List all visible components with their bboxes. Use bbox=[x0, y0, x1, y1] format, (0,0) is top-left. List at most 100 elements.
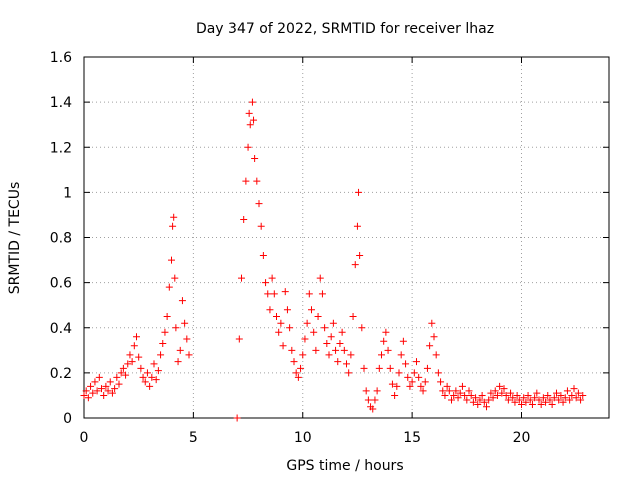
data-point bbox=[461, 391, 469, 399]
data-point bbox=[522, 398, 530, 406]
data-point bbox=[452, 387, 460, 395]
data-point bbox=[233, 414, 241, 422]
data-point bbox=[327, 333, 335, 341]
x-tick-label: 20 bbox=[513, 430, 531, 446]
data-point bbox=[273, 312, 280, 320]
data-point bbox=[384, 346, 392, 354]
data-point bbox=[531, 394, 539, 402]
data-point bbox=[347, 351, 355, 359]
data-point bbox=[270, 290, 278, 298]
data-point bbox=[491, 387, 499, 395]
data-points bbox=[80, 98, 587, 422]
data-point bbox=[128, 358, 136, 366]
data-point bbox=[248, 98, 256, 106]
data-point bbox=[262, 279, 270, 287]
data-point bbox=[467, 391, 475, 399]
data-point bbox=[353, 222, 361, 230]
data-point bbox=[266, 306, 274, 314]
data-point bbox=[238, 274, 245, 282]
data-point bbox=[487, 389, 495, 397]
data-point bbox=[91, 378, 99, 386]
data-point bbox=[426, 342, 434, 350]
data-point bbox=[528, 400, 536, 408]
data-point bbox=[133, 333, 140, 341]
data-point bbox=[259, 252, 267, 260]
data-point bbox=[294, 373, 302, 381]
data-point bbox=[340, 346, 348, 354]
data-point bbox=[397, 351, 405, 359]
data-point bbox=[463, 396, 471, 404]
data-point bbox=[275, 328, 283, 336]
data-point bbox=[371, 396, 379, 404]
data-point bbox=[393, 382, 401, 390]
data-point bbox=[360, 364, 368, 372]
x-axis-ticks: 0 5 10 15 20 bbox=[80, 57, 531, 446]
data-point bbox=[423, 364, 431, 372]
data-point bbox=[557, 391, 565, 399]
data-point bbox=[183, 335, 191, 343]
y-tick-label: 1.6 bbox=[50, 50, 72, 66]
data-point bbox=[93, 387, 101, 395]
data-point bbox=[126, 351, 134, 359]
data-point bbox=[157, 351, 165, 359]
data-point bbox=[533, 389, 541, 397]
data-point bbox=[172, 324, 180, 332]
data-point bbox=[410, 369, 418, 377]
data-point bbox=[408, 378, 416, 386]
data-point bbox=[251, 155, 259, 163]
y-tick-label: 0.4 bbox=[50, 321, 72, 337]
data-point bbox=[476, 396, 484, 404]
data-point bbox=[382, 328, 390, 336]
data-point bbox=[364, 396, 372, 404]
data-point bbox=[448, 396, 455, 404]
chart-title: Day 347 of 2022, SRMTID for receiver lha… bbox=[196, 21, 494, 37]
data-point bbox=[375, 364, 383, 372]
data-point bbox=[518, 400, 525, 408]
data-point bbox=[537, 400, 545, 408]
x-axis-label: GPS time / hours bbox=[286, 458, 403, 474]
data-point bbox=[98, 385, 105, 393]
y-tick-label: 0 bbox=[63, 411, 72, 427]
data-point bbox=[437, 378, 445, 386]
data-point bbox=[288, 346, 296, 354]
data-point bbox=[240, 215, 248, 223]
data-point bbox=[235, 335, 243, 343]
data-point bbox=[498, 389, 506, 397]
data-point bbox=[100, 391, 108, 399]
data-point bbox=[159, 340, 167, 348]
data-point bbox=[432, 351, 440, 359]
data-point bbox=[154, 367, 162, 375]
data-point bbox=[428, 319, 436, 327]
data-point bbox=[310, 328, 318, 336]
data-point bbox=[507, 389, 515, 397]
data-point bbox=[174, 358, 182, 366]
data-point bbox=[87, 382, 95, 390]
data-point bbox=[312, 346, 320, 354]
data-point bbox=[119, 364, 127, 372]
data-point bbox=[391, 391, 399, 399]
data-point bbox=[443, 382, 451, 390]
y-tick-label: 0.8 bbox=[50, 231, 72, 247]
data-point bbox=[566, 396, 574, 404]
data-point bbox=[124, 360, 132, 368]
data-point bbox=[332, 346, 340, 354]
data-point bbox=[369, 405, 377, 413]
data-point bbox=[329, 319, 337, 327]
data-point bbox=[472, 394, 480, 402]
data-point bbox=[413, 358, 420, 366]
data-point bbox=[504, 396, 512, 404]
data-point bbox=[483, 403, 490, 411]
data-point bbox=[163, 312, 171, 320]
data-point bbox=[458, 382, 466, 390]
data-point bbox=[559, 398, 567, 406]
data-point bbox=[301, 335, 309, 343]
data-point bbox=[318, 290, 326, 298]
data-point bbox=[286, 324, 294, 332]
data-point bbox=[388, 380, 396, 388]
data-point bbox=[485, 396, 493, 404]
data-point bbox=[246, 121, 254, 129]
y-axis-ticks: 0 0.2 0.4 0.6 0.8 1 1.2 1.4 1.6 bbox=[50, 50, 609, 427]
x-tick-label: 0 bbox=[80, 430, 89, 446]
data-point bbox=[561, 394, 569, 402]
